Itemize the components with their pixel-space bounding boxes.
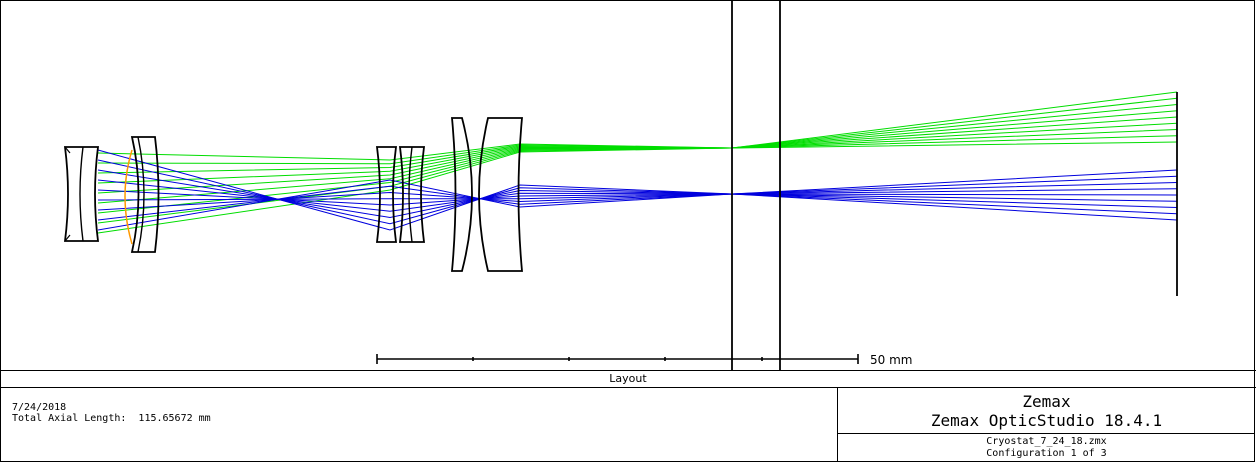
ray (97, 116, 1178, 194)
lens-1 (63, 146, 100, 242)
object-marker-bottom (64, 234, 71, 242)
scale-bar (376, 354, 859, 364)
ray (97, 191, 1178, 211)
lens-4-inner-surface (408, 146, 413, 243)
ray (97, 179, 1178, 212)
ray (97, 104, 1178, 174)
lens-2 (130, 136, 160, 253)
layout-caption: Layout (0, 370, 1256, 388)
ray (97, 135, 1178, 224)
lens-3 (375, 146, 398, 243)
lens-1-inner-surface (79, 146, 84, 242)
title-block: Zemax Zemax OpticStudio 18.4.1 Cryostat_… (837, 388, 1255, 462)
lens-2-inner-surface (137, 136, 145, 253)
ray (97, 193, 1178, 202)
ray (97, 189, 1178, 206)
lens-5 (451, 117, 473, 272)
stop-surface (124, 149, 133, 245)
object-marker-top (64, 146, 71, 154)
ray (97, 149, 1178, 231)
configuration-text: Configuration 1 of 3 (986, 448, 1107, 459)
date-text: 7/24/2018 (12, 402, 67, 413)
info-block: 7/24/2018 Total Axial Length: 115.65672 m… (12, 402, 211, 424)
file-name: Cryostat_7_24_18.zmx (986, 436, 1107, 447)
ray (97, 97, 1178, 165)
product-name: Zemax OpticStudio 18.4.1 (930, 411, 1163, 430)
brand-name: Zemax (1022, 392, 1071, 411)
ray (97, 179, 1178, 231)
ray (97, 141, 1178, 234)
optical-layout-plot: 50 mm (63, 0, 1178, 370)
ray-fan-field-1 (97, 91, 1178, 234)
ray (97, 169, 1178, 219)
lens-4 (398, 146, 426, 243)
scale-bar-label: 50 mm (870, 353, 912, 367)
lens-6 (478, 117, 523, 272)
ray (97, 159, 1178, 225)
total-axial-length: Total Axial Length: 115.65672 mm (12, 413, 211, 424)
ray (97, 185, 1178, 221)
ray-fan-field-2 (97, 149, 1178, 231)
file-info: Cryostat_7_24_18.zmx Configuration 1 of … (838, 433, 1255, 462)
